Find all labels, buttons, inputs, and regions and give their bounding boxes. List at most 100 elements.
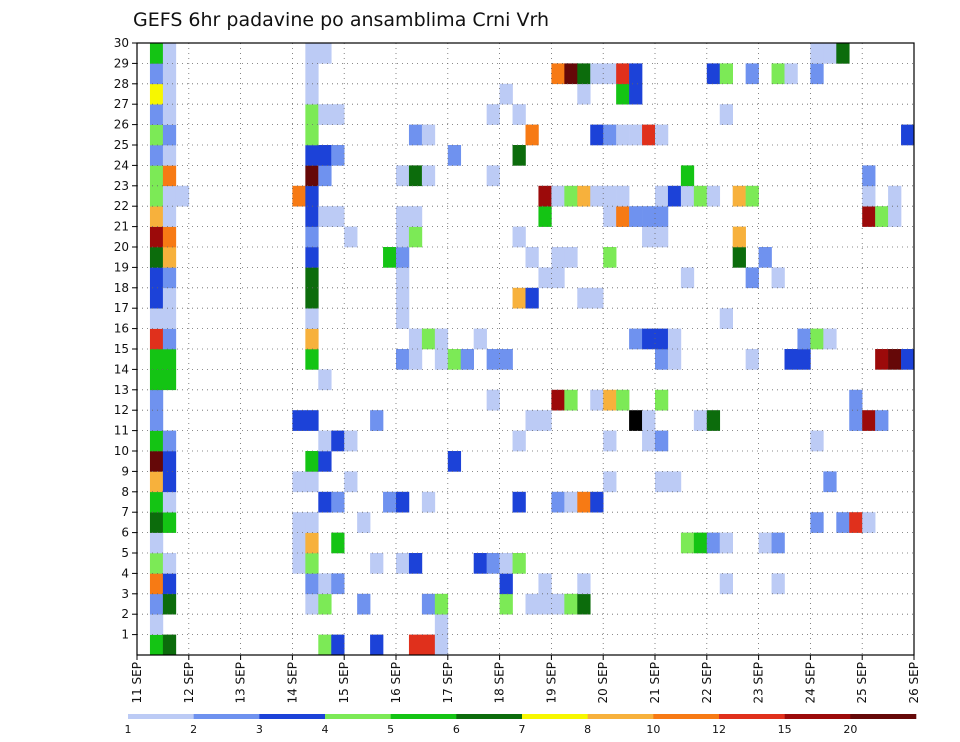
heatmap-cell: [305, 328, 319, 350]
heatmap-cell: [162, 165, 177, 187]
heatmap-cell: [551, 185, 565, 207]
heatmap-cell: [771, 63, 785, 85]
heatmap-cell: [318, 165, 332, 187]
heatmap-cell: [396, 267, 410, 289]
heatmap-cell: [434, 614, 449, 635]
heatmap-cell: [512, 104, 526, 125]
y-tick-label: 2: [121, 607, 129, 621]
colorbar-swatch: [456, 714, 523, 719]
y-tick-label: 8: [121, 485, 129, 499]
heatmap-cell: [810, 512, 824, 533]
heatmap-cell: [642, 410, 656, 431]
heatmap-cell: [784, 349, 798, 370]
heatmap-cell: [590, 185, 604, 207]
heatmap-cell: [149, 226, 164, 248]
heatmap-cell: [162, 634, 177, 656]
heatmap-cell: [344, 226, 358, 248]
colorbar-label: 3: [256, 723, 263, 736]
heatmap-cell: [331, 104, 345, 125]
colorbar-label: 10: [646, 723, 660, 736]
colorbar-label: 2: [190, 723, 197, 736]
heatmap-cell: [680, 165, 695, 187]
heatmap-cell: [629, 410, 643, 431]
x-tick-label: 20 SEP: [596, 662, 610, 704]
heatmap-cell: [149, 63, 164, 85]
heatmap-cell: [706, 410, 721, 431]
heatmap-cell: [305, 532, 319, 554]
heatmap-cell: [421, 328, 436, 350]
y-tick-label: 13: [114, 383, 129, 397]
heatmap-cell: [292, 185, 306, 207]
heatmap-cell: [603, 63, 617, 85]
heatmap-cell: [862, 206, 876, 227]
heatmap-cell: [693, 185, 708, 207]
colorbar-label: 1: [125, 723, 132, 736]
heatmap-cell: [162, 573, 177, 595]
heatmap-cell: [149, 471, 164, 493]
heatmap-cell: [292, 553, 306, 574]
heatmap-cell: [667, 349, 682, 370]
x-tick-label: 16 SEP: [389, 662, 403, 704]
heatmap-cell: [538, 185, 552, 207]
heatmap-cell: [849, 389, 863, 411]
heatmap-cell: [577, 491, 591, 513]
heatmap-cell: [434, 349, 449, 370]
heatmap-cell: [149, 165, 164, 187]
y-tick-label: 15: [114, 342, 129, 356]
heatmap-cell: [512, 553, 526, 574]
y-tick-label: 12: [114, 403, 129, 417]
heatmap-cell: [693, 532, 708, 554]
heatmap-cell: [564, 491, 578, 513]
heatmap-cell: [745, 349, 759, 370]
heatmap-cell: [396, 226, 410, 248]
heatmap-cell: [447, 349, 462, 370]
heatmap-cell: [162, 491, 177, 513]
y-axis: 1234567891011121314151617181920212223242…: [114, 36, 137, 642]
heatmap-cell: [629, 83, 643, 105]
heatmap-cell: [823, 328, 837, 350]
heatmap-cell: [162, 185, 177, 207]
heatmap-cell: [162, 308, 177, 329]
heatmap-cell: [162, 267, 177, 289]
heatmap-cell: [149, 206, 164, 227]
heatmap-cell: [680, 532, 695, 554]
heatmap-cell: [551, 389, 565, 411]
heatmap-cell: [706, 532, 721, 554]
heatmap-cell: [331, 491, 345, 513]
heatmap-cell: [499, 573, 513, 595]
y-tick-label: 27: [114, 97, 129, 111]
heatmap-cell: [305, 410, 319, 431]
heatmap-cell: [655, 471, 669, 493]
heatmap-cell: [318, 145, 332, 166]
heatmap-cell: [655, 328, 669, 350]
heatmap-cell: [370, 553, 384, 574]
heatmap-cell: [473, 553, 487, 574]
colorbar-label: 12: [712, 723, 726, 736]
heatmap-cell: [719, 573, 733, 595]
x-tick-label: 15 SEP: [337, 662, 351, 704]
heatmap-cell: [162, 512, 177, 533]
heatmap-cell: [434, 634, 449, 656]
heatmap-cell: [901, 349, 915, 370]
heatmap-cell: [888, 349, 902, 370]
heatmap-cell: [175, 185, 190, 207]
heatmap-cell: [655, 226, 669, 248]
heatmap-cell: [331, 145, 345, 166]
heatmap-cell: [434, 328, 449, 350]
heatmap-cell: [525, 287, 539, 309]
heatmap-cell: [603, 430, 617, 452]
x-axis: 11 SEP 12 SEP 13 SEP 14 SEP 15 SEP 16 SEP 17 S…: [130, 655, 921, 704]
x-tick-label: 13 SEP: [234, 662, 248, 704]
heatmap-cell: [305, 185, 319, 207]
y-tick-label: 9: [121, 464, 129, 478]
heatmap-cell: [408, 206, 423, 227]
heatmap-cell: [162, 206, 177, 227]
heatmap-cell: [473, 328, 487, 350]
heatmap-cell: [823, 43, 837, 64]
heatmap-cell: [305, 124, 319, 146]
heatmap-cell: [616, 124, 630, 146]
heatmap-cell: [655, 185, 669, 207]
heatmap-cell: [603, 206, 617, 227]
x-tick-label: 14 SEP: [285, 662, 299, 704]
